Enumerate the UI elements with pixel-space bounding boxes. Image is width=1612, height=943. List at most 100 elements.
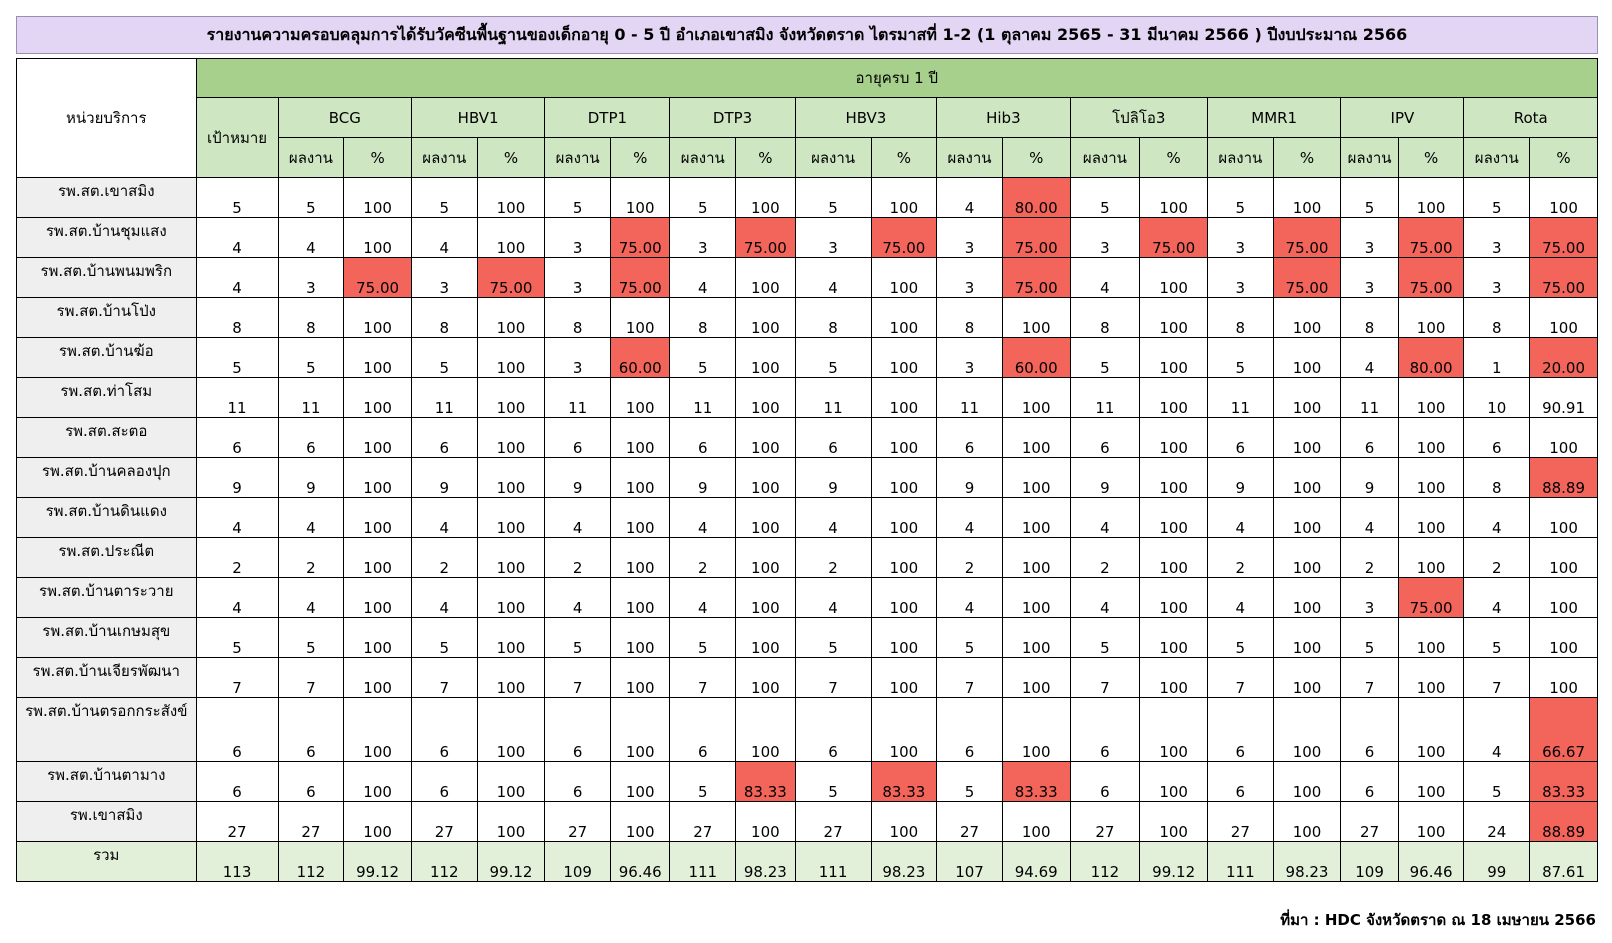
result-value: 27 bbox=[544, 801, 611, 842]
result-subheader: ผลงาน bbox=[1340, 137, 1399, 178]
result-value: 5 bbox=[1069, 177, 1141, 218]
percent-value: 100 bbox=[476, 801, 546, 842]
percent-value: 100 bbox=[476, 577, 546, 618]
percent-value: 100 bbox=[1397, 377, 1465, 418]
result-value: 8 bbox=[936, 297, 1003, 338]
percent-value: 100 bbox=[735, 297, 796, 338]
percent-value: 100 bbox=[343, 761, 412, 802]
result-value: 7 bbox=[1340, 657, 1399, 698]
percent-value: 100 bbox=[343, 337, 412, 378]
target-value: 5 bbox=[195, 617, 279, 658]
table-row: รพ.สต.บ้านฆ้อ 5 5 100 5 100 3 60.00 5 100 5 100 3 60.… bbox=[16, 337, 1598, 378]
result-value: 107 bbox=[936, 841, 1003, 882]
result-value: 4 bbox=[1207, 577, 1274, 618]
result-value: 6 bbox=[1463, 417, 1531, 458]
result-value: 5 bbox=[1207, 177, 1274, 218]
percent-value: 100 bbox=[1397, 657, 1465, 698]
percent-value: 75.00 bbox=[1397, 577, 1465, 618]
result-value: 10 bbox=[1463, 377, 1531, 418]
percent-value: 100 bbox=[1529, 297, 1598, 338]
percent-value: 100 bbox=[343, 457, 412, 498]
percent-value: 100 bbox=[1272, 177, 1342, 218]
result-value: 5 bbox=[669, 177, 737, 218]
result-value: 4 bbox=[410, 217, 478, 258]
result-value: 6 bbox=[936, 697, 1003, 762]
percent-value: 75.00 bbox=[1272, 217, 1342, 258]
result-value: 2 bbox=[1340, 537, 1399, 578]
unit-header: หน่วยบริการ bbox=[16, 58, 197, 178]
result-value: 5 bbox=[794, 617, 872, 658]
percent-value: 75.00 bbox=[1529, 217, 1598, 258]
result-subheader: ผลงาน bbox=[1069, 137, 1141, 178]
result-value: 8 bbox=[277, 297, 345, 338]
result-value: 5 bbox=[277, 177, 345, 218]
percent-value: 100 bbox=[476, 657, 546, 698]
result-value: 2 bbox=[1207, 537, 1274, 578]
result-value: 9 bbox=[1207, 457, 1274, 498]
result-value: 11 bbox=[277, 377, 345, 418]
percent-value: 100 bbox=[609, 177, 671, 218]
result-value: 3 bbox=[410, 257, 478, 298]
percent-value: 99.12 bbox=[343, 841, 412, 882]
percent-value: 100 bbox=[1139, 537, 1208, 578]
result-value: 11 bbox=[1069, 377, 1141, 418]
result-subheader: ผลงาน bbox=[794, 137, 872, 178]
percent-subheader: % bbox=[476, 137, 546, 178]
percent-value: 100 bbox=[1001, 617, 1071, 658]
result-subheader: ผลงาน bbox=[410, 137, 478, 178]
percent-value: 100 bbox=[1397, 761, 1465, 802]
result-value: 27 bbox=[794, 801, 872, 842]
percent-value: 100 bbox=[1139, 577, 1208, 618]
result-value: 111 bbox=[1207, 841, 1274, 882]
percent-value: 100 bbox=[609, 377, 671, 418]
table-row: รพ.สต.เขาสมิง 5 5 100 5 100 5 100 5 100 5 100 4 80.00… bbox=[16, 177, 1598, 218]
percent-subheader: % bbox=[1272, 137, 1342, 178]
unit-name: รพ.สต.ท่าโสม bbox=[16, 377, 197, 418]
unit-name: รพ.สต.บ้านชุมแสง bbox=[16, 217, 197, 258]
result-value: 9 bbox=[1069, 457, 1141, 498]
percent-value: 100 bbox=[1529, 497, 1598, 538]
result-value: 8 bbox=[1463, 297, 1531, 338]
percent-value: 100 bbox=[1139, 801, 1208, 842]
result-value: 6 bbox=[544, 417, 611, 458]
percent-value: 100 bbox=[1272, 657, 1342, 698]
result-value: 3 bbox=[1463, 217, 1531, 258]
result-value: 4 bbox=[544, 497, 611, 538]
percent-value: 75.00 bbox=[1397, 217, 1465, 258]
unit-name: รพ.สต.บ้านพนมพริก bbox=[16, 257, 197, 298]
percent-value: 60.00 bbox=[609, 337, 671, 378]
percent-subheader: % bbox=[1529, 137, 1598, 178]
result-subheader: ผลงาน bbox=[277, 137, 345, 178]
percent-value: 100 bbox=[1397, 617, 1465, 658]
percent-value: 100 bbox=[870, 377, 938, 418]
result-value: 9 bbox=[544, 457, 611, 498]
result-value: 8 bbox=[544, 297, 611, 338]
unit-name: รพ.สต.เขาสมิง bbox=[16, 177, 197, 218]
result-value: 4 bbox=[277, 497, 345, 538]
result-value: 8 bbox=[794, 297, 872, 338]
unit-name: รพ.สต.บ้านโป่ง bbox=[16, 297, 197, 338]
target-value: 8 bbox=[195, 297, 279, 338]
percent-value: 66.67 bbox=[1529, 697, 1598, 762]
percent-value: 100 bbox=[735, 801, 796, 842]
percent-value: 100 bbox=[476, 177, 546, 218]
percent-value: 96.46 bbox=[1397, 841, 1465, 882]
result-value: 6 bbox=[936, 417, 1003, 458]
result-value: 2 bbox=[794, 537, 872, 578]
result-value: 27 bbox=[1207, 801, 1274, 842]
result-value: 5 bbox=[1069, 617, 1141, 658]
target-value: 7 bbox=[195, 657, 279, 698]
result-value: 2 bbox=[1463, 537, 1531, 578]
target-value: 4 bbox=[195, 577, 279, 618]
coverage-table: หน่วยบริการ อายุครบ 1 ปี เป้าหมาย BCG HBV… bbox=[16, 58, 1599, 882]
percent-subheader: % bbox=[1397, 137, 1465, 178]
result-value: 112 bbox=[410, 841, 478, 882]
percent-value: 98.23 bbox=[870, 841, 938, 882]
unit-name: รพ.สต.บ้านเจียรพัฒนา bbox=[16, 657, 197, 698]
result-value: 109 bbox=[1340, 841, 1399, 882]
percent-value: 100 bbox=[343, 417, 412, 458]
unit-name: รพ.สต.ประณีต bbox=[16, 537, 197, 578]
result-value: 9 bbox=[936, 457, 1003, 498]
result-value: 5 bbox=[794, 761, 872, 802]
target-value: 4 bbox=[195, 217, 279, 258]
